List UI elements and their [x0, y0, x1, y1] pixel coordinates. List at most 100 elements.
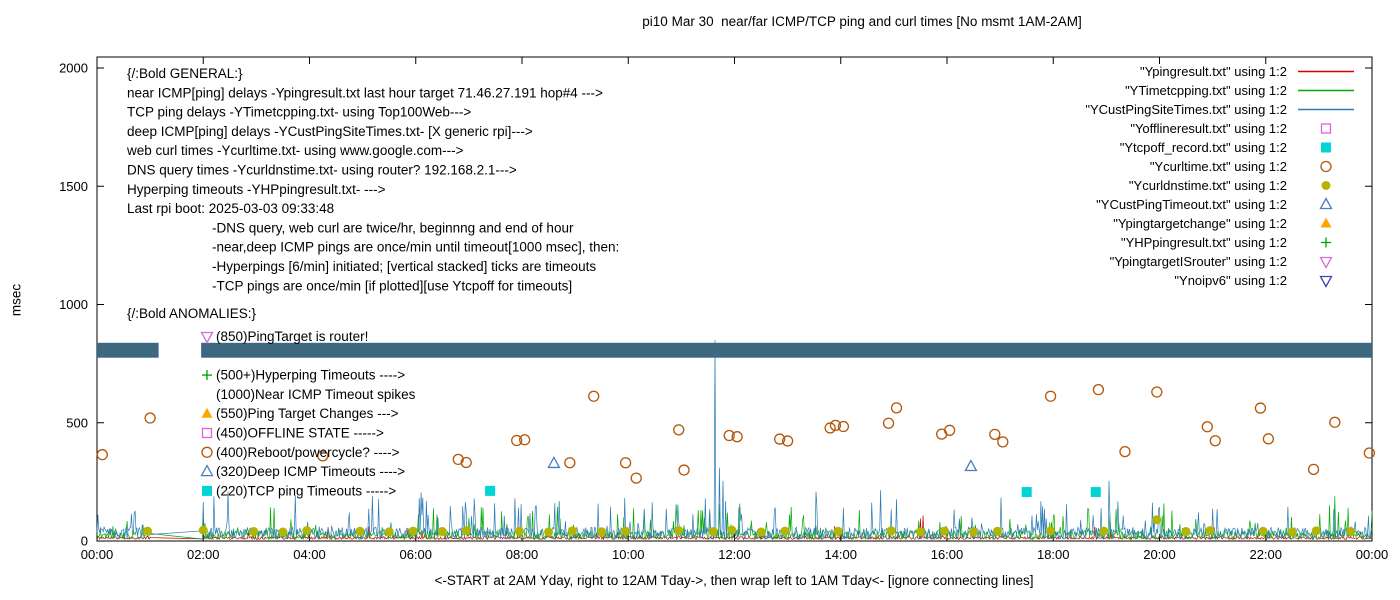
x-tick-label: 06:00	[399, 547, 432, 562]
point-curltime	[1119, 445, 1131, 458]
point-curltime	[588, 390, 600, 402]
point-curltime	[1201, 421, 1213, 433]
point-curldnstime	[915, 527, 925, 537]
legend-marker-circle-filled	[1321, 181, 1331, 190]
legend-label: "YCustPingTimeout.txt" using 1:2	[1096, 197, 1287, 212]
point-tcpoff	[485, 485, 496, 496]
point-curldnstime	[780, 526, 790, 536]
y-tick-label: 1000	[59, 297, 88, 312]
point-curltime	[944, 424, 956, 436]
x-tick-label: 16:00	[931, 547, 964, 562]
point-curltime	[837, 420, 850, 433]
anomaly-line: (1000)Near ICMP Timeout spikes	[216, 387, 416, 402]
point-curltime	[774, 433, 786, 445]
point-curltime	[997, 436, 1009, 448]
point-curltime	[1151, 386, 1163, 398]
chart-title: pi10 Mar 30 near/far ICMP/TCP ping and c…	[642, 14, 1082, 29]
legend-marker-square-filled	[1321, 142, 1331, 153]
point-curldnstime	[1181, 527, 1191, 537]
general-line: Last rpi boot: 2025-03-03 09:33:48	[127, 201, 334, 216]
point-curltime	[1254, 402, 1267, 414]
general-line: near ICMP[ping] delays -Ypingresult.txt …	[127, 85, 603, 100]
anomaly-line: (450)OFFLINE STATE ----->	[216, 426, 384, 441]
note-line: -Hyperpings [6/min] initiated; [vertical…	[212, 259, 596, 274]
point-curltime	[96, 449, 108, 461]
x-tick-label: 12:00	[718, 547, 751, 562]
point-tcpoff	[1090, 487, 1101, 498]
point-curltime	[989, 428, 1001, 440]
point-curldnstime	[886, 526, 896, 536]
legend-label: "Ycurltime.txt" using 1:2	[1150, 159, 1287, 174]
point-curldnstime	[674, 526, 684, 536]
point-curldnstime	[249, 527, 259, 537]
point-curldnstime	[302, 526, 312, 536]
point-curltime	[781, 435, 794, 447]
x-axis-label: <-START at 2AM Yday, right to 12AM Tday-…	[434, 573, 1034, 588]
point-curldnstime	[1258, 526, 1268, 536]
general-line: web curl times -Ycurltime.txt- using www…	[126, 143, 464, 158]
anomaly-line: (400)Reboot/powercycle? ---->	[216, 445, 400, 460]
point-curltime	[1329, 416, 1341, 428]
anomaly-marker	[200, 464, 214, 477]
anomaly-line: (320)Deep ICMP Timeouts ---->	[216, 464, 405, 479]
point-curldnstime	[355, 526, 365, 536]
point-curltime	[723, 429, 735, 442]
point-curltime	[564, 457, 576, 469]
legend-label: "YHPpingresult.txt" using 1:2	[1121, 235, 1287, 250]
point-curldnstime	[1311, 526, 1321, 536]
x-tick-label: 02:00	[187, 547, 220, 562]
general-line: Hyperping timeouts -YHPpingresult.txt- -…	[127, 182, 386, 197]
anomaly-line: (220)TCP ping Timeouts ----->	[216, 483, 396, 498]
legend-label: "Yofflineresult.txt" using 1:2	[1130, 121, 1287, 136]
point-curltime	[619, 457, 632, 469]
point-curltime	[1092, 383, 1105, 396]
anomaly-marker	[201, 427, 213, 439]
note-line: -near,deep ICMP pings are once/min until…	[212, 240, 619, 255]
point-curldnstime	[1205, 526, 1215, 536]
x-tick-label: 00:00	[81, 547, 114, 562]
point-curldnstime	[1046, 526, 1056, 536]
point-curldnstime	[567, 526, 577, 536]
point-curldnstime	[992, 526, 1002, 536]
x-tick-label: 08:00	[506, 547, 539, 562]
x-tick-label: 14:00	[824, 547, 857, 562]
y-tick-label: 500	[66, 415, 88, 430]
point-curltime	[317, 450, 329, 462]
point-curldnstime	[142, 526, 152, 536]
legend-marker-square-open	[1320, 123, 1332, 134]
point-curldnstime	[597, 527, 607, 537]
legend-marker-triangle-down-open	[1319, 275, 1333, 288]
anomaly-marker	[201, 446, 213, 458]
point-curltime	[1262, 433, 1275, 445]
note-line: -TCP pings are once/min [if plotted][use…	[212, 278, 572, 293]
point-curltime	[519, 434, 531, 446]
legend-marker-triangle-down-open	[1319, 256, 1333, 269]
point-curldnstime	[278, 527, 288, 537]
point-curldnstime	[461, 526, 471, 536]
point-curltime	[678, 464, 690, 476]
anomaly-marker	[201, 407, 213, 418]
point-curldnstime	[621, 526, 631, 536]
x-tick-label: 04:00	[293, 547, 326, 562]
general-line: deep ICMP[ping] delays -YCustPingSiteTim…	[127, 124, 533, 139]
legend-label: "YCustPingSiteTimes.txt" using 1:2	[1085, 102, 1287, 117]
point-curltime	[1044, 390, 1057, 402]
point-curltime	[511, 434, 523, 447]
point-curldnstime	[1346, 527, 1356, 537]
legend-label: "Ynoipv6" using 1:2	[1174, 273, 1287, 288]
point-curldnstime	[514, 526, 524, 536]
point-curldnstime	[384, 527, 394, 537]
legend-label: "Ypingresult.txt" using 1:2	[1140, 64, 1287, 79]
point-curltime	[824, 422, 836, 434]
point-curltime	[1307, 463, 1320, 475]
point-curldnstime	[408, 526, 418, 536]
point-curldnstime	[727, 525, 737, 535]
x-tick-label: 10:00	[612, 547, 645, 562]
point-custpingtimeout	[547, 456, 561, 469]
anomaly-marker	[202, 485, 212, 496]
point-curltime	[1209, 435, 1221, 447]
x-tick-label: 20:00	[1143, 547, 1176, 562]
point-curldnstime	[708, 527, 718, 537]
